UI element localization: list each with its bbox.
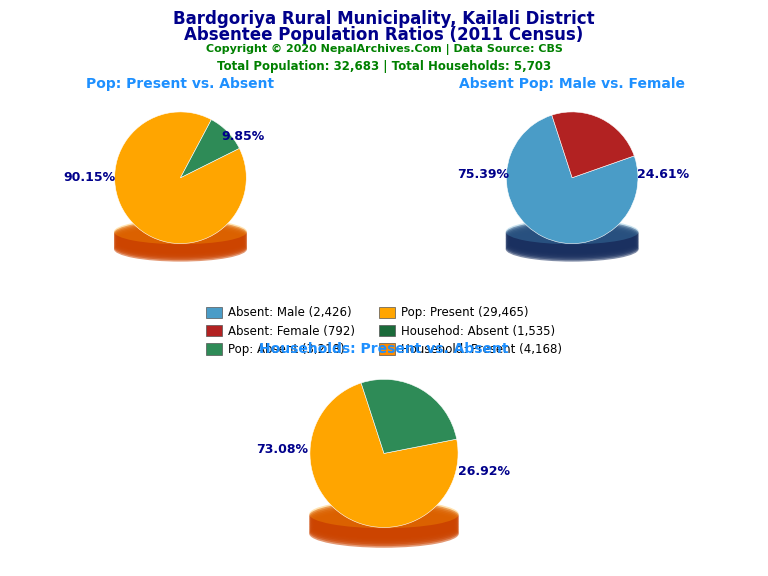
- Ellipse shape: [505, 225, 639, 250]
- Ellipse shape: [310, 502, 458, 530]
- Text: 24.61%: 24.61%: [637, 168, 689, 181]
- Text: 90.15%: 90.15%: [64, 171, 116, 184]
- Text: Absentee Population Ratios (2011 Census): Absentee Population Ratios (2011 Census): [184, 26, 584, 44]
- Ellipse shape: [505, 234, 639, 259]
- Text: 9.85%: 9.85%: [221, 130, 265, 143]
- Ellipse shape: [310, 516, 458, 544]
- Title: Pop: Present vs. Absent: Pop: Present vs. Absent: [87, 77, 274, 91]
- Ellipse shape: [310, 506, 458, 535]
- Ellipse shape: [114, 228, 247, 253]
- Ellipse shape: [505, 237, 639, 262]
- Ellipse shape: [114, 234, 247, 259]
- Wedge shape: [180, 120, 240, 178]
- Ellipse shape: [310, 515, 458, 543]
- Ellipse shape: [505, 232, 639, 257]
- Ellipse shape: [114, 222, 247, 247]
- Ellipse shape: [505, 226, 639, 252]
- Ellipse shape: [310, 508, 458, 536]
- Text: 75.39%: 75.39%: [457, 168, 509, 181]
- Ellipse shape: [310, 505, 458, 533]
- Ellipse shape: [505, 221, 639, 246]
- Ellipse shape: [505, 219, 639, 244]
- Ellipse shape: [310, 510, 458, 538]
- Ellipse shape: [505, 223, 639, 249]
- Text: Copyright © 2020 NepalArchives.Com | Data Source: CBS: Copyright © 2020 NepalArchives.Com | Dat…: [206, 44, 562, 55]
- Text: Bardgoriya Rural Municipality, Kailali District: Bardgoriya Rural Municipality, Kailali D…: [174, 10, 594, 28]
- Ellipse shape: [114, 221, 247, 246]
- Ellipse shape: [114, 231, 247, 256]
- Ellipse shape: [505, 235, 639, 260]
- Ellipse shape: [114, 223, 247, 249]
- Ellipse shape: [310, 511, 458, 540]
- Wedge shape: [310, 383, 458, 528]
- Ellipse shape: [114, 237, 247, 262]
- Ellipse shape: [310, 520, 458, 548]
- Legend: Absent: Male (2,426), Absent: Female (792), Pop: Absent (3,218), Pop: Present (2: Absent: Male (2,426), Absent: Female (79…: [201, 302, 567, 361]
- Ellipse shape: [505, 229, 639, 255]
- Ellipse shape: [114, 219, 247, 244]
- Text: Total Population: 32,683 | Total Households: 5,703: Total Population: 32,683 | Total Househo…: [217, 60, 551, 74]
- Wedge shape: [361, 380, 457, 453]
- Text: 73.08%: 73.08%: [256, 443, 308, 456]
- Ellipse shape: [310, 513, 458, 541]
- Ellipse shape: [114, 225, 247, 250]
- Ellipse shape: [505, 231, 639, 256]
- Ellipse shape: [114, 232, 247, 257]
- Text: 26.92%: 26.92%: [458, 465, 510, 479]
- Ellipse shape: [310, 518, 458, 546]
- Ellipse shape: [310, 503, 458, 532]
- Ellipse shape: [114, 226, 247, 252]
- Ellipse shape: [505, 222, 639, 247]
- Ellipse shape: [310, 500, 458, 528]
- Ellipse shape: [505, 228, 639, 253]
- Ellipse shape: [114, 229, 247, 255]
- Wedge shape: [114, 112, 247, 244]
- Wedge shape: [506, 115, 638, 244]
- Wedge shape: [552, 112, 634, 178]
- Ellipse shape: [114, 235, 247, 260]
- Title: Households: Present vs. Absent: Households: Present vs. Absent: [260, 342, 508, 356]
- Title: Absent Pop: Male vs. Female: Absent Pop: Male vs. Female: [459, 77, 685, 91]
